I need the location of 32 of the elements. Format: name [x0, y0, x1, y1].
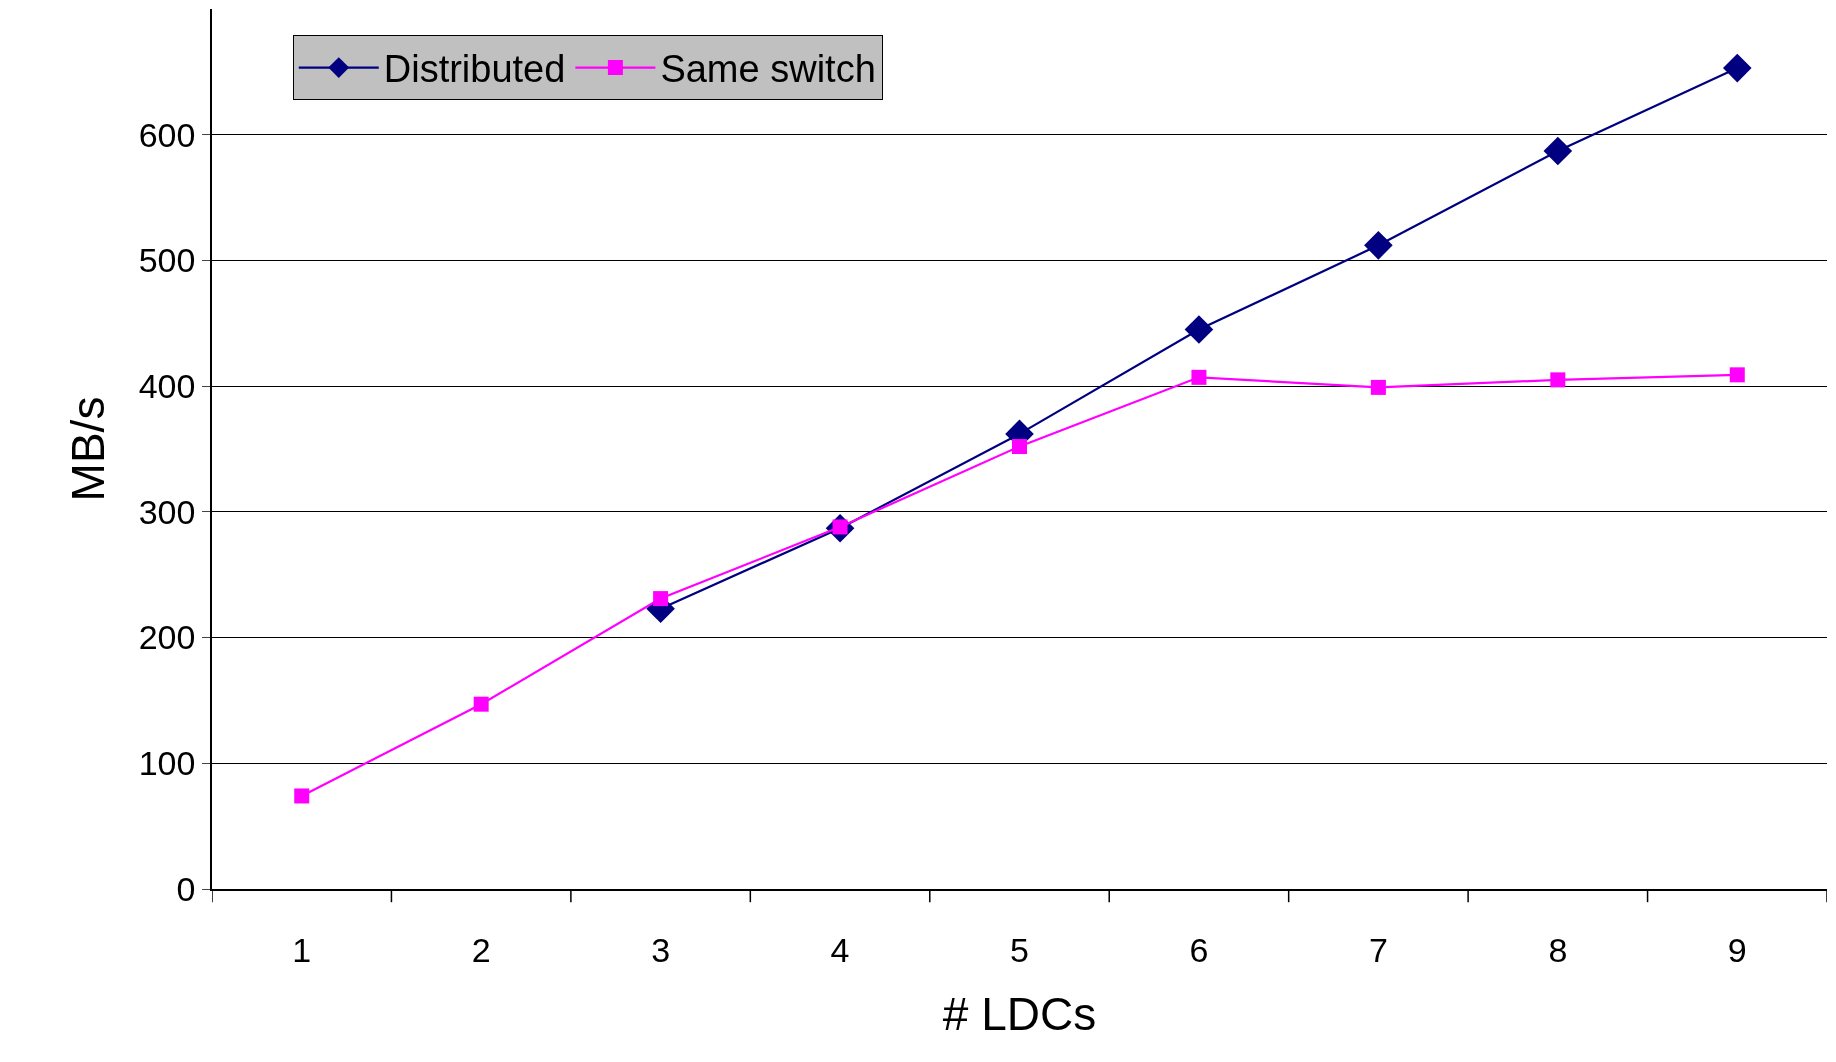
y-axis-title: MB/s — [61, 396, 114, 502]
x-tick-label: 3 — [651, 930, 671, 969]
point — [1550, 372, 1566, 388]
y-tick-label: 600 — [138, 115, 196, 154]
point — [1722, 53, 1752, 83]
y-tick-label: 500 — [138, 241, 196, 280]
x-tick-label: 8 — [1548, 930, 1568, 969]
legend-label: Distributed — [383, 48, 566, 91]
x-tick-label: 9 — [1727, 930, 1747, 969]
y-tick-label: 200 — [138, 618, 196, 657]
point — [1370, 379, 1386, 395]
y-tick-label: 0 — [176, 869, 196, 908]
x-tick-label: 4 — [830, 930, 850, 969]
point — [1184, 315, 1214, 344]
y-tick-label: 100 — [138, 744, 196, 783]
x-tick-label: 5 — [1010, 930, 1029, 969]
point — [1191, 369, 1207, 385]
x-tick-label: 1 — [292, 930, 312, 969]
x-tick-label: 7 — [1368, 930, 1388, 969]
point — [653, 591, 669, 607]
x-axis-title: # LDCs — [942, 987, 1097, 1040]
y-tick-label: 400 — [138, 367, 196, 406]
point — [1012, 438, 1027, 454]
x-tick-label: 6 — [1189, 930, 1209, 969]
x-tick-label: 2 — [471, 930, 491, 969]
point — [1543, 136, 1573, 166]
point — [473, 696, 489, 712]
point — [294, 788, 310, 804]
y-tick-label: 300 — [138, 492, 196, 531]
legend-label: Same switch — [660, 48, 876, 91]
point — [1364, 231, 1393, 260]
point — [1729, 367, 1745, 383]
